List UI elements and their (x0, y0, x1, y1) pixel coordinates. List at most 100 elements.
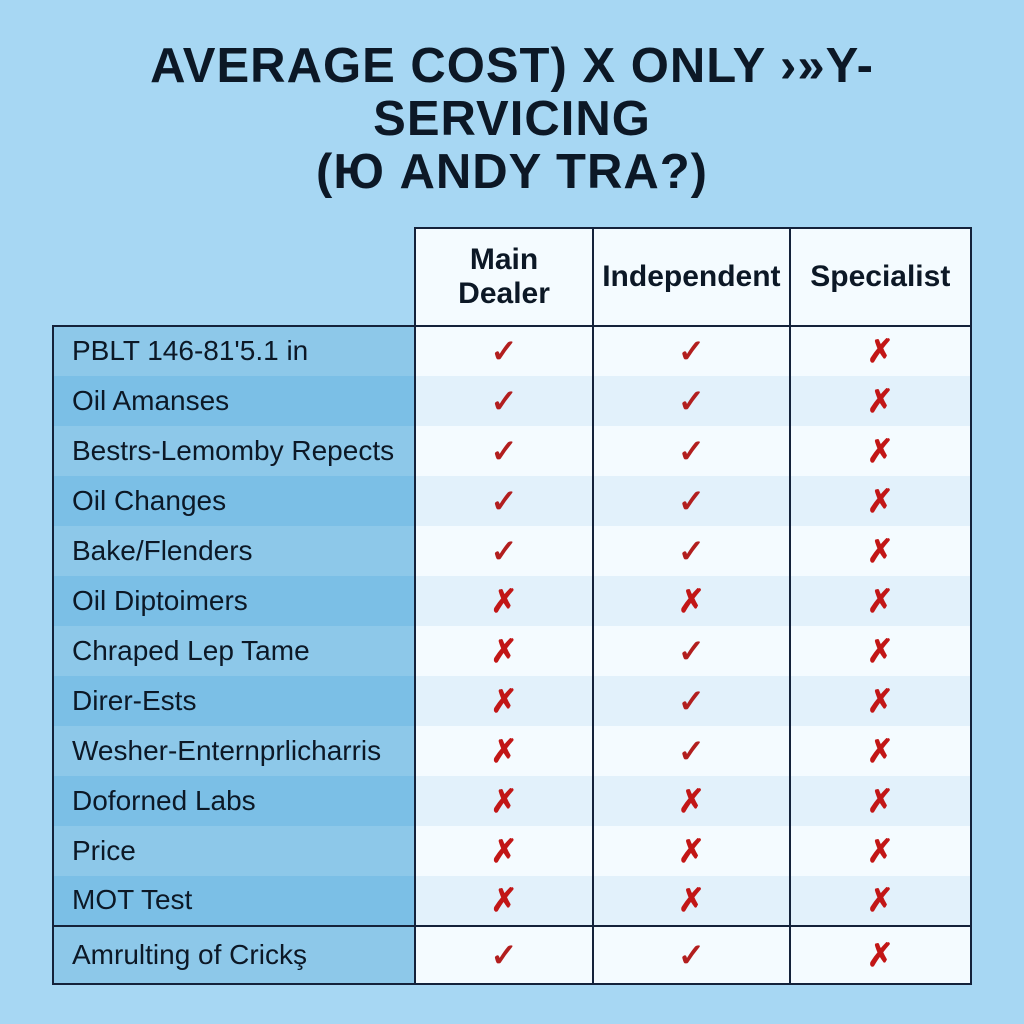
cross-icon: ✗ (678, 882, 705, 918)
mark-cell: ✗ (790, 326, 971, 376)
check-icon: ✓ (678, 433, 705, 469)
cross-icon: ✗ (867, 633, 894, 669)
mark-cell: ✓ (593, 326, 789, 376)
cross-icon: ✗ (867, 833, 894, 869)
mark-cell: ✗ (790, 926, 971, 984)
comparison-table: Main Dealer Independent Specialist PBLT … (52, 227, 972, 985)
mark-cell: ✗ (593, 576, 789, 626)
mark-cell: ✗ (790, 876, 971, 926)
row-label: Wesher-Enternprlicharris (53, 726, 415, 776)
mark-cell: ✓ (415, 926, 593, 984)
row-label: Amrulting of Crickş (53, 926, 415, 984)
mark-cell: ✗ (415, 676, 593, 726)
cross-icon: ✗ (867, 433, 894, 469)
check-icon: ✓ (491, 483, 518, 519)
mark-cell: ✗ (415, 576, 593, 626)
mark-cell: ✓ (593, 926, 789, 984)
mark-cell: ✗ (593, 826, 789, 876)
mark-cell: ✗ (790, 726, 971, 776)
row-label: PBLT 146-81'5.1 in (53, 326, 415, 376)
cross-icon: ✗ (678, 833, 705, 869)
mark-cell: ✓ (415, 426, 593, 476)
check-icon: ✓ (678, 733, 705, 769)
mark-cell: ✓ (415, 526, 593, 576)
mark-cell: ✗ (790, 576, 971, 626)
cross-icon: ✗ (867, 882, 894, 918)
row-label: Doforned Labs (53, 776, 415, 826)
mark-cell: ✗ (415, 626, 593, 676)
cross-icon: ✗ (678, 783, 705, 819)
check-icon: ✓ (491, 333, 518, 369)
table-row: Doforned Labs✗✗✗ (53, 776, 971, 826)
row-label: Bestrs-Lemomby Repects (53, 426, 415, 476)
mark-cell: ✓ (593, 426, 789, 476)
cross-icon: ✗ (491, 683, 518, 719)
page-title: AVERAGE COST) X ONLY ›»Y-SERVICING (Ю AN… (50, 40, 974, 199)
mark-cell: ✓ (593, 726, 789, 776)
check-icon: ✓ (678, 633, 705, 669)
title-line-2: (Ю ANDY TRA?) (316, 145, 708, 199)
mark-cell: ✗ (415, 726, 593, 776)
column-header: Specialist (790, 228, 971, 326)
table-footer: Amrulting of Crickş✓✓✗ (53, 926, 971, 984)
cross-icon: ✗ (491, 633, 518, 669)
mark-cell: ✗ (415, 876, 593, 926)
mark-cell: ✗ (593, 776, 789, 826)
mark-cell: ✓ (593, 526, 789, 576)
comparison-table-container: Main Dealer Independent Specialist PBLT … (52, 227, 972, 985)
cross-icon: ✗ (491, 583, 518, 619)
table-row: MOT Test ✗ ✗ ✗ (53, 876, 971, 926)
table-row: Bake/Flenders ✓ ✓ ✗ (53, 526, 971, 576)
mark-cell: ✗ (415, 826, 593, 876)
cross-icon: ✗ (867, 483, 894, 519)
mark-cell: ✓ (415, 376, 593, 426)
cross-icon: ✗ (867, 683, 894, 719)
cross-icon: ✗ (867, 533, 894, 569)
cross-icon: ✗ (491, 733, 518, 769)
cross-icon: ✗ (867, 583, 894, 619)
check-icon: ✓ (678, 683, 705, 719)
mark-cell: ✗ (790, 826, 971, 876)
check-icon: ✓ (491, 383, 518, 419)
cross-icon: ✗ (491, 882, 518, 918)
mark-cell: ✗ (790, 376, 971, 426)
mark-cell: ✓ (593, 376, 789, 426)
table-row: Chraped Lep Tame ✗ ✓ ✗ (53, 626, 971, 676)
table-row: PBLT 146-81'5.1 in✓✓✗ (53, 326, 971, 376)
cross-icon: ✗ (678, 583, 705, 619)
check-icon: ✓ (491, 433, 518, 469)
mark-cell: ✓ (415, 326, 593, 376)
table-row: Price ✗ ✗ ✗ (53, 826, 971, 876)
table-corner-cell (53, 228, 415, 326)
cross-icon: ✗ (867, 733, 894, 769)
mark-cell: ✗ (790, 626, 971, 676)
row-label: Chraped Lep Tame (53, 626, 415, 676)
table-header-row: Main Dealer Independent Specialist (53, 228, 971, 326)
table-body: PBLT 146-81'5.1 in✓✓✗Oil Amanses✓✓✗Bestr… (53, 326, 971, 926)
check-icon: ✓ (491, 533, 518, 569)
table-row: Oil Changes ✓ ✓ ✗ (53, 476, 971, 526)
mark-cell: ✓ (415, 476, 593, 526)
title-line-1: AVERAGE COST) X ONLY ›»Y-SERVICING (150, 39, 874, 146)
row-label: Oil Changes (53, 476, 415, 526)
cross-icon: ✗ (867, 783, 894, 819)
table-row: Direr-Ests✗✓✗ (53, 676, 971, 726)
mark-cell: ✗ (790, 426, 971, 476)
row-label: MOT Test (53, 876, 415, 926)
mark-cell: ✗ (593, 876, 789, 926)
row-label: Bake/Flenders (53, 526, 415, 576)
row-label: Oil Diptoimers (53, 576, 415, 626)
check-icon: ✓ (678, 483, 705, 519)
cross-icon: ✗ (491, 833, 518, 869)
check-icon: ✓ (678, 383, 705, 419)
cross-icon: ✗ (867, 383, 894, 419)
mark-cell: ✗ (790, 476, 971, 526)
check-icon: ✓ (491, 937, 518, 973)
table-row: Oil Amanses ✓ ✓ ✗ (53, 376, 971, 426)
row-label: Oil Amanses (53, 376, 415, 426)
mark-cell: ✓ (593, 476, 789, 526)
mark-cell: ✗ (415, 776, 593, 826)
row-label: Price (53, 826, 415, 876)
column-header: Independent (593, 228, 789, 326)
mark-cell: ✗ (790, 526, 971, 576)
